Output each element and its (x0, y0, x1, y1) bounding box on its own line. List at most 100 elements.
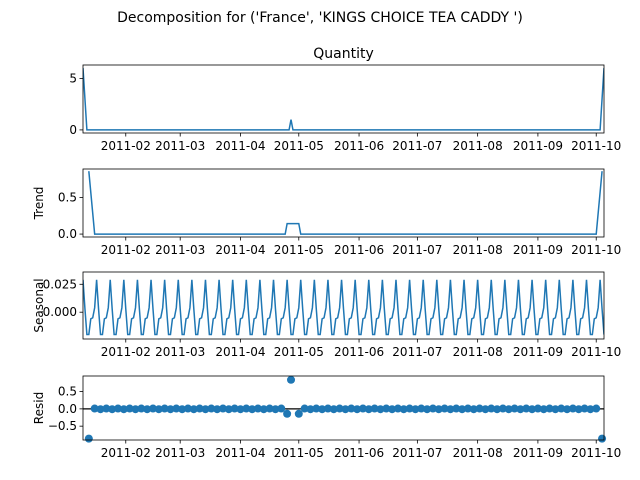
resid-point (143, 405, 152, 414)
resid-point (108, 405, 117, 414)
resid-point (405, 404, 414, 413)
resid-point (545, 404, 554, 413)
resid-point (341, 405, 350, 414)
resid-point (563, 405, 572, 414)
resid-point (218, 404, 227, 413)
resid-point (580, 404, 589, 413)
resid-point (178, 405, 187, 414)
x-tick-label: 2011-09 (513, 446, 563, 460)
resid-point (248, 405, 257, 414)
resid-point (574, 405, 583, 414)
x-tick-label: 2011-04 (215, 243, 265, 257)
resid-point (242, 404, 251, 413)
y-tick-label: 0.025 (43, 277, 77, 291)
x-tick-label: 2011-07 (392, 345, 442, 359)
resid-point (568, 404, 577, 413)
x-tick-label: 2011-04 (215, 345, 265, 359)
resid-point (236, 405, 245, 414)
resid-point (417, 404, 426, 413)
x-tick-label: 2011-03 (155, 446, 205, 460)
resid-point (195, 404, 204, 413)
resid-point (440, 404, 449, 413)
resid-point (358, 404, 367, 413)
x-tick-label: 2011-02 (101, 446, 151, 460)
resid-point (160, 404, 169, 413)
resid-point (522, 404, 531, 413)
x-tick-label: 2011-07 (392, 446, 442, 460)
seasonal-line (83, 279, 604, 336)
x-tick-label: 2011-03 (155, 243, 205, 257)
plot-area (83, 279, 604, 336)
subplot-1: 0 5 2011-02 2011-03 2011-04 2011-05 2011-06 201… (69, 46, 621, 153)
resid-point (166, 405, 175, 414)
resid-point (586, 405, 595, 414)
resid-point (557, 404, 566, 413)
resid-point (189, 405, 198, 414)
resid-point (463, 404, 472, 413)
x-tick-label: 2011-09 (513, 139, 563, 153)
resid-point (283, 409, 292, 418)
resid-point (230, 404, 239, 413)
resid-point (259, 405, 268, 414)
resid-point (90, 404, 99, 413)
y-tick-label: 0.0 (58, 402, 77, 416)
x-tick-label: 2011-05 (274, 345, 324, 359)
plot-area (83, 68, 604, 131)
axes-frame (82, 375, 605, 441)
resid-point (481, 405, 490, 414)
resid-point (119, 405, 128, 414)
resid-point (539, 405, 548, 414)
x-tick-label: 2011-05 (274, 243, 324, 257)
y-axis-label: Resid (32, 392, 46, 424)
resid-point (224, 405, 233, 414)
resid-point (96, 405, 105, 414)
series-line (83, 68, 604, 131)
x-tick-label: 2011-04 (215, 139, 265, 153)
x-tick-label: 2011-05 (274, 446, 324, 460)
resid-point (533, 404, 542, 413)
resid-point (592, 404, 601, 413)
resid-point (102, 404, 111, 413)
resid-point (271, 405, 280, 414)
x-tick-label: 2011-06 (334, 243, 384, 257)
resid-point (493, 405, 502, 414)
axes-frame (82, 64, 605, 134)
x-tick-label: 2011-03 (155, 345, 205, 359)
resid-point (353, 405, 362, 414)
x-tick-label: 2011-07 (392, 139, 442, 153)
x-tick-label: 2011-02 (101, 139, 151, 153)
resid-point (452, 404, 461, 413)
resid-point (294, 409, 303, 418)
resid-point (434, 405, 443, 414)
resid-point (213, 405, 222, 414)
x-tick-label: 2011-08 (453, 446, 503, 460)
resid-outlier-point (598, 434, 607, 443)
resid-point (498, 404, 507, 413)
resid-outlier-point (287, 375, 296, 384)
resid-point (382, 404, 391, 413)
x-tick-label: 2011-10 (571, 243, 621, 257)
resid-point (131, 405, 140, 414)
resid-point (253, 404, 262, 413)
x-tick-label: 2011-06 (334, 345, 384, 359)
x-tick-label: 2011-10 (571, 345, 621, 359)
y-tick-label: 0.5 (58, 385, 77, 399)
x-tick-label: 2011-08 (453, 139, 503, 153)
plot-area (83, 404, 604, 418)
resid-point (277, 404, 286, 413)
x-tick-label: 2011-02 (101, 243, 151, 257)
resid-point (458, 405, 467, 414)
x-tick-label: 2011-09 (513, 345, 563, 359)
resid-point (475, 404, 484, 413)
plot-area (88, 171, 603, 235)
resid-point (446, 405, 455, 414)
resid-point (335, 404, 344, 413)
resid-point (154, 405, 163, 414)
resid-point (364, 405, 373, 414)
x-tick-label: 2011-07 (392, 243, 442, 257)
resid-point (510, 404, 519, 413)
resid-point (201, 405, 210, 414)
resid-point (393, 404, 402, 413)
y-tick-label: 0 (69, 123, 77, 137)
resid-point (207, 404, 216, 413)
